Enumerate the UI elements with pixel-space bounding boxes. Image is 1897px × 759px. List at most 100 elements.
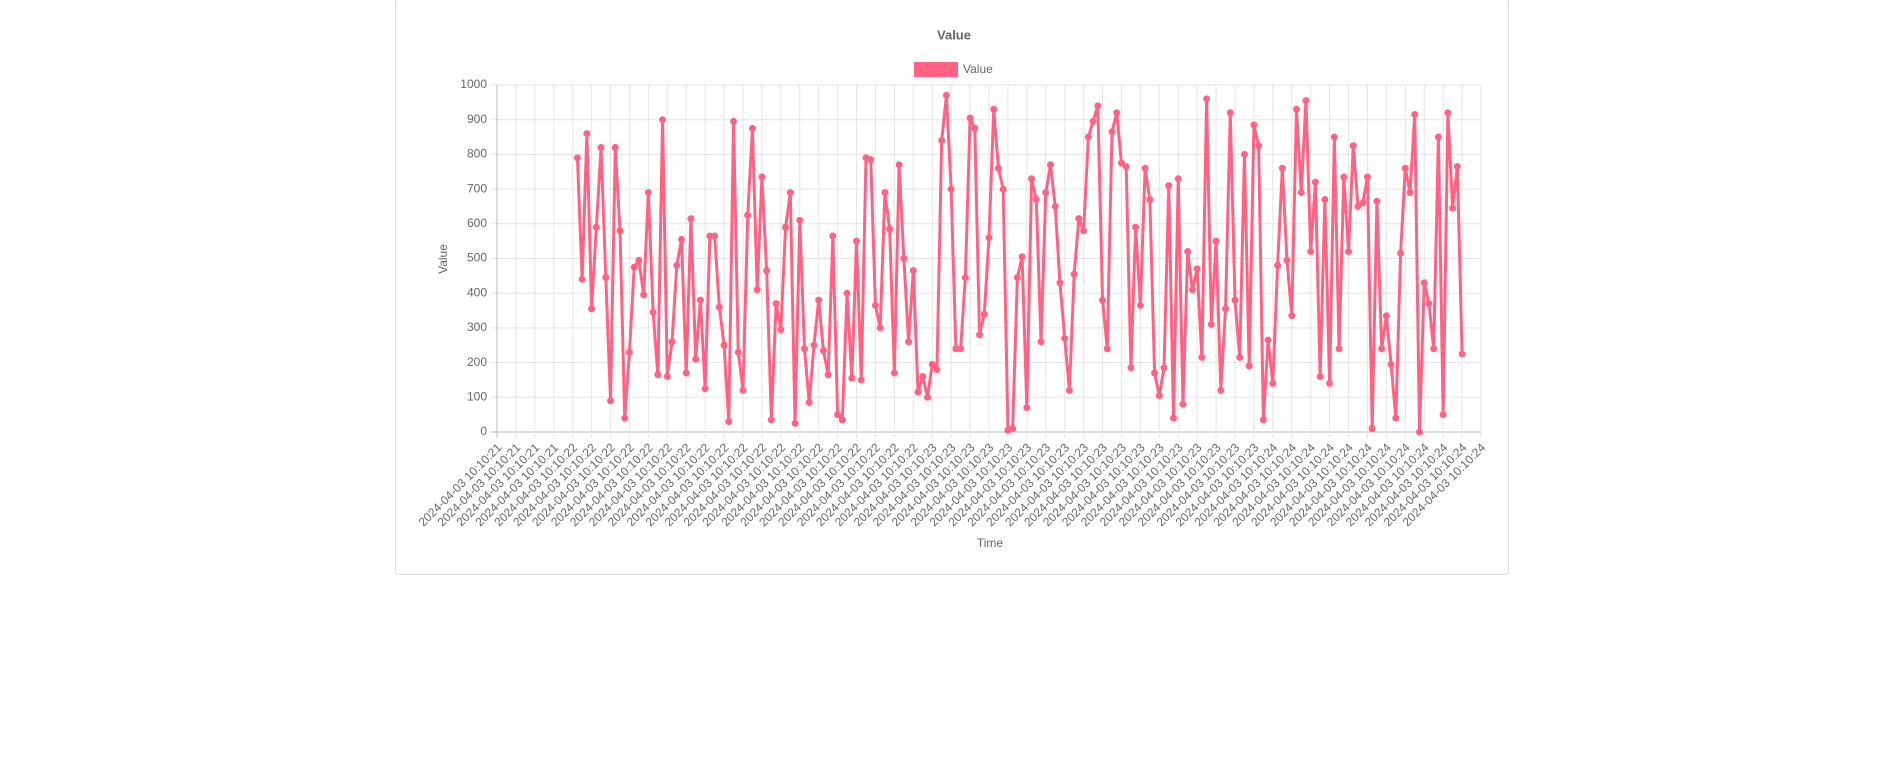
data-point: [1449, 204, 1457, 212]
data-point: [720, 341, 728, 349]
legend-label: Value: [963, 62, 993, 76]
data-point: [1094, 102, 1102, 110]
data-point: [976, 331, 984, 339]
data-point: [933, 366, 941, 374]
data-point: [1207, 320, 1215, 328]
data-point: [994, 164, 1002, 172]
data-point: [1250, 121, 1258, 129]
data-point: [616, 227, 624, 235]
data-point: [1382, 312, 1390, 320]
data-point: [1345, 248, 1353, 256]
data-point: [966, 114, 974, 122]
data-point: [1411, 110, 1419, 118]
data-point: [895, 161, 903, 169]
data-point: [786, 189, 794, 197]
data-point: [1037, 338, 1045, 346]
data-point: [1089, 117, 1097, 125]
data-point: [1051, 202, 1059, 210]
data-point: [1009, 425, 1017, 433]
data-point: [682, 369, 690, 377]
data-point: [999, 185, 1007, 193]
data-point: [909, 267, 917, 275]
data-point: [881, 189, 889, 197]
data-point: [848, 374, 856, 382]
data-point: [961, 274, 969, 282]
data-point: [1203, 95, 1211, 103]
data-point: [625, 348, 633, 356]
data-point: [1188, 286, 1196, 294]
data-point: [1359, 199, 1367, 207]
data-point: [1217, 386, 1225, 394]
data-point: [1269, 379, 1277, 387]
data-point: [791, 419, 799, 427]
data-point: [678, 235, 685, 243]
data-point: [1061, 334, 1069, 342]
data-point: [701, 385, 709, 393]
data-point: [1151, 369, 1159, 377]
legend-swatch: [914, 62, 958, 77]
y-tick-label: 600: [467, 216, 487, 230]
data-point: [1056, 279, 1064, 287]
y-tick-label: 100: [467, 389, 487, 403]
data-point: [1070, 270, 1078, 278]
data-point: [1311, 178, 1319, 186]
data-point: [1392, 414, 1400, 422]
data-point: [744, 211, 752, 219]
data-point: [1245, 362, 1253, 370]
x-axis-label: Time: [977, 536, 1004, 550]
data-point: [1434, 133, 1442, 141]
data-point: [829, 232, 837, 240]
data-point: [1075, 215, 1083, 223]
y-tick-label: 400: [467, 285, 487, 299]
data-point: [876, 324, 884, 332]
data-point: [1373, 197, 1381, 205]
data-point: [1080, 227, 1088, 235]
data-point: [1028, 175, 1036, 183]
data-point: [663, 372, 671, 380]
y-tick-label: 900: [467, 112, 487, 126]
data-point: [602, 274, 610, 282]
data-point: [1226, 109, 1234, 117]
chart-title: Value: [937, 27, 971, 42]
data-point: [715, 303, 723, 311]
data-point: [871, 301, 879, 309]
data-point: [635, 256, 643, 264]
data-point: [1302, 97, 1310, 105]
data-point: [1018, 253, 1026, 261]
y-tick-label: 200: [467, 355, 487, 369]
data-point: [1453, 163, 1461, 171]
data-point: [810, 341, 818, 349]
data-point: [696, 296, 704, 304]
data-point: [1212, 237, 1220, 245]
data-point: [985, 234, 993, 242]
data-point: [597, 143, 605, 151]
data-point: [1259, 416, 1267, 424]
data-point: [753, 286, 761, 294]
data-point: [1122, 163, 1130, 171]
data-point: [924, 393, 931, 401]
data-point: [630, 263, 638, 271]
data-point: [1198, 353, 1206, 361]
data-point: [1326, 379, 1334, 387]
data-point: [919, 372, 927, 380]
data-point: [843, 289, 851, 297]
data-point: [938, 137, 946, 145]
data-point: [763, 267, 771, 275]
data-point: [1032, 196, 1040, 204]
data-point: [649, 308, 657, 316]
data-point: [1132, 223, 1140, 231]
data-point: [796, 216, 804, 224]
data-point: [588, 305, 596, 313]
data-point: [1264, 336, 1272, 344]
data-point: [914, 388, 922, 396]
data-point: [947, 185, 955, 193]
data-point: [1013, 274, 1021, 282]
data-point: [607, 397, 615, 405]
data-point: [900, 255, 908, 262]
data-point: [801, 345, 808, 353]
data-point: [1222, 305, 1230, 313]
data-point: [772, 300, 780, 308]
series-line: [575, 93, 1464, 434]
data-point: [819, 346, 827, 354]
